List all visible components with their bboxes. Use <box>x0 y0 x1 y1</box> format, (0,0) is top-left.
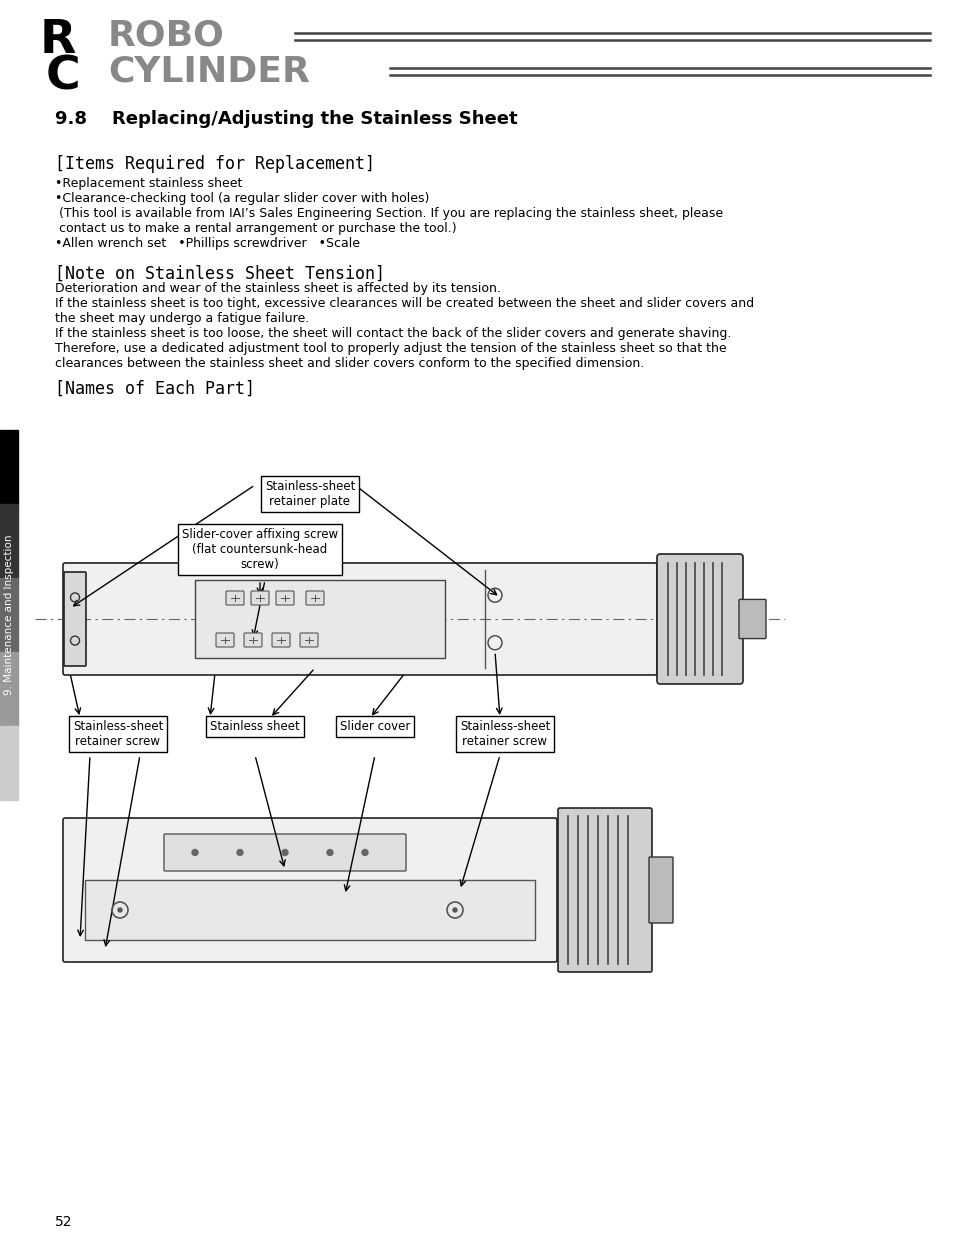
Text: R: R <box>40 19 76 63</box>
Bar <box>0 578 18 652</box>
Text: Slider cover: Slider cover <box>339 720 410 734</box>
Bar <box>85 881 535 940</box>
Circle shape <box>118 908 122 911</box>
Circle shape <box>453 908 456 911</box>
FancyBboxPatch shape <box>275 592 294 605</box>
Circle shape <box>327 850 333 856</box>
Text: •Allen wrench set   •Phillips screwdriver   •Scale: •Allen wrench set •Phillips screwdriver … <box>55 237 359 249</box>
Text: the sheet may undergo a fatigue failure.: the sheet may undergo a fatigue failure. <box>55 312 309 325</box>
FancyBboxPatch shape <box>63 818 557 962</box>
Bar <box>0 726 18 800</box>
Text: [Names of Each Part]: [Names of Each Part] <box>55 380 254 398</box>
Text: Stainless-sheet
retainer screw: Stainless-sheet retainer screw <box>459 720 550 748</box>
Text: 9.8    Replacing/Adjusting the Stainless Sheet: 9.8 Replacing/Adjusting the Stainless Sh… <box>55 110 517 128</box>
FancyBboxPatch shape <box>558 808 651 972</box>
Text: ROBO: ROBO <box>108 19 225 52</box>
Circle shape <box>361 850 368 856</box>
Text: C: C <box>46 56 81 100</box>
FancyBboxPatch shape <box>63 563 657 676</box>
FancyBboxPatch shape <box>272 634 290 647</box>
Text: •Clearance-checking tool (a regular slider cover with holes): •Clearance-checking tool (a regular slid… <box>55 191 429 205</box>
Text: Stainless-sheet
retainer screw: Stainless-sheet retainer screw <box>72 720 163 748</box>
FancyBboxPatch shape <box>164 834 406 871</box>
Bar <box>194 580 444 658</box>
Text: clearances between the stainless sheet and slider covers conform to the specifie: clearances between the stainless sheet a… <box>55 357 643 370</box>
Text: Slider-cover affixing screw
(flat countersunk-head
screw): Slider-cover affixing screw (flat counte… <box>182 529 337 571</box>
Circle shape <box>236 850 243 856</box>
Text: Stainless-sheet
retainer plate: Stainless-sheet retainer plate <box>265 480 355 508</box>
Text: [Note on Stainless Sheet Tension]: [Note on Stainless Sheet Tension] <box>55 266 385 283</box>
Text: Therefore, use a dedicated adjustment tool to properly adjust the tension of the: Therefore, use a dedicated adjustment to… <box>55 342 726 354</box>
FancyBboxPatch shape <box>648 857 672 923</box>
FancyBboxPatch shape <box>215 634 233 647</box>
FancyBboxPatch shape <box>299 634 317 647</box>
Text: 9. Maintenance and Inspection: 9. Maintenance and Inspection <box>4 535 14 695</box>
Text: (This tool is available from IAI’s Sales Engineering Section. If you are replaci: (This tool is available from IAI’s Sales… <box>55 207 722 220</box>
Text: contact us to make a rental arrangement or purchase the tool.): contact us to make a rental arrangement … <box>55 222 456 235</box>
Bar <box>0 430 18 504</box>
FancyBboxPatch shape <box>64 572 86 666</box>
Bar <box>0 652 18 726</box>
Text: If the stainless sheet is too loose, the sheet will contact the back of the slid: If the stainless sheet is too loose, the… <box>55 327 731 340</box>
Text: [Items Required for Replacement]: [Items Required for Replacement] <box>55 156 375 173</box>
Circle shape <box>282 850 288 856</box>
Text: Stainless sheet: Stainless sheet <box>210 720 299 734</box>
Text: •Replacement stainless sheet: •Replacement stainless sheet <box>55 177 242 190</box>
Circle shape <box>192 850 198 856</box>
Bar <box>0 504 18 578</box>
FancyBboxPatch shape <box>226 592 244 605</box>
FancyBboxPatch shape <box>306 592 324 605</box>
Text: If the stainless sheet is too tight, excessive clearances will be created betwee: If the stainless sheet is too tight, exc… <box>55 296 753 310</box>
FancyBboxPatch shape <box>244 634 262 647</box>
Text: Deterioration and wear of the stainless sheet is affected by its tension.: Deterioration and wear of the stainless … <box>55 282 500 295</box>
FancyBboxPatch shape <box>739 599 765 638</box>
Text: 52: 52 <box>55 1215 72 1229</box>
Text: CYLINDER: CYLINDER <box>108 56 310 89</box>
FancyBboxPatch shape <box>657 555 742 684</box>
FancyBboxPatch shape <box>251 592 269 605</box>
